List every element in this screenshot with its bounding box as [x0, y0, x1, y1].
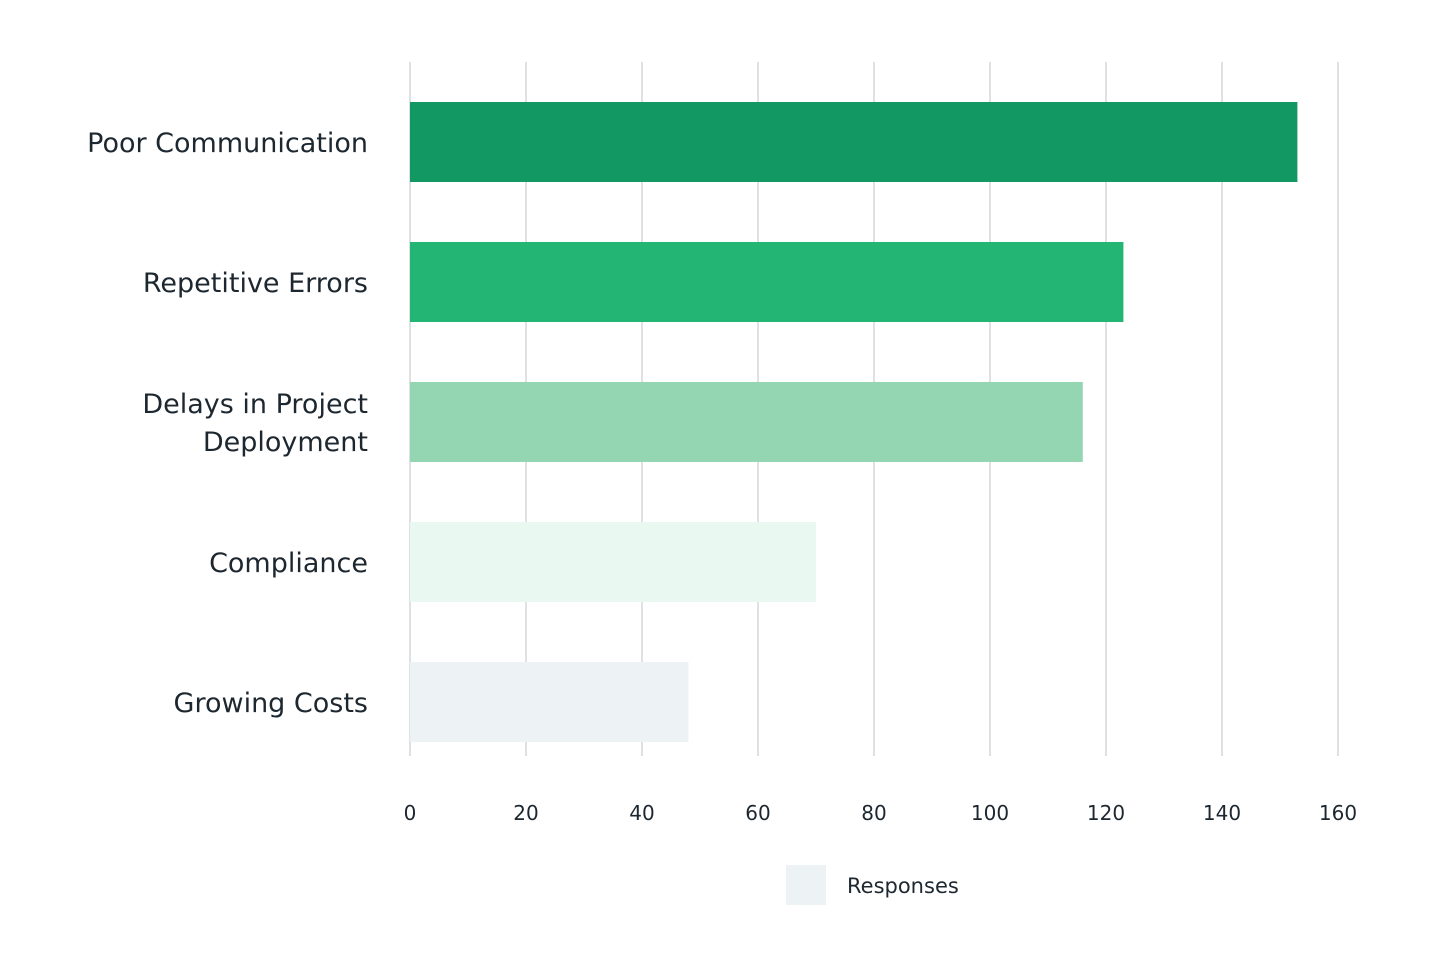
- bar: [410, 242, 1124, 322]
- x-tick-label: 60: [745, 801, 770, 825]
- legend-swatch: [786, 865, 826, 905]
- x-tick-label: 100: [971, 801, 1009, 825]
- x-tick-label: 0: [404, 801, 417, 825]
- x-tick-label: 40: [629, 801, 654, 825]
- category-label: Repetitive Errors: [143, 268, 368, 299]
- x-tick-label: 20: [513, 801, 538, 825]
- x-tick-label: 120: [1087, 801, 1125, 825]
- category-label: Deployment: [203, 427, 368, 458]
- bar: [410, 522, 816, 602]
- bar: [410, 662, 689, 742]
- category-label: Delays in Project: [142, 389, 368, 420]
- x-tick-label: 80: [861, 801, 886, 825]
- category-label: Poor Communication: [87, 128, 368, 159]
- x-tick-label: 160: [1319, 801, 1357, 825]
- legend-label: Responses: [847, 874, 959, 898]
- x-tick-label: 140: [1203, 801, 1241, 825]
- category-labels: Poor Communication Repetitive Errors Delay…: [87, 128, 368, 719]
- x-axis-ticks: 0 20 40 60 80 100 120 140 160: [404, 801, 1357, 825]
- category-label: Growing Costs: [174, 688, 368, 719]
- category-label: Compliance: [209, 548, 368, 579]
- bar: [410, 382, 1083, 462]
- bars: [410, 102, 1298, 742]
- bar: [410, 102, 1298, 182]
- legend: Responses: [786, 865, 959, 905]
